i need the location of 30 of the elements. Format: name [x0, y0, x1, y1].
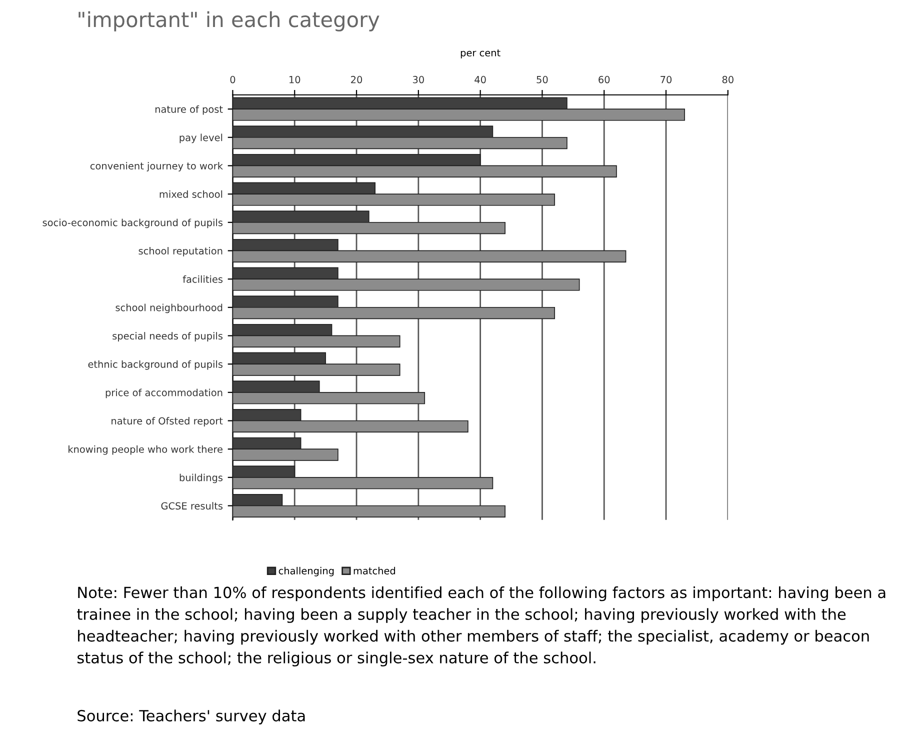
- y-tick-label: ethnic background of pupils: [88, 360, 223, 370]
- y-tick-label: price of accommodation: [106, 388, 222, 398]
- y-tick-label: GCSE results: [161, 502, 223, 510]
- y-tick-label: nature of Ofsted report: [112, 417, 223, 426]
- y-tick-label: school neighbourhood: [116, 304, 222, 314]
- y-tick-label: convenient journey to work: [90, 162, 223, 172]
- y-tick-label: facilities: [182, 275, 223, 283]
- x-tick-label: 40: [474, 76, 486, 84]
- text: Note: Fewer than 10% of respondents identified each of the following factors as important: having been a trainee in the school; having been a supply teacher in the school; having previously worked with the headteacher; having previously worked with other members of staff; the specialist, academy or beacon status of the school; the religious or single-sex nature of the school.: [77, 586, 886, 666]
- y-tick-label: school reputation: [138, 247, 222, 256]
- y-tick-label: special needs of pupils: [112, 332, 223, 342]
- y-tick-label: mixed school: [160, 190, 222, 198]
- legend-label: matched: [354, 566, 396, 574]
- y-tick-label: nature of post: [155, 105, 223, 115]
- x-tick-label: 70: [660, 76, 672, 84]
- y-tick-label: socio-economic background of pupils: [42, 218, 223, 228]
- y-tick-label: buildings: [180, 474, 223, 484]
- x-tick-label: 80: [722, 76, 734, 84]
- x-tick-label: 60: [598, 76, 610, 84]
- x-tick-label: 50: [536, 76, 548, 84]
- y-tick-label: knowing people who work there: [68, 445, 222, 455]
- x-tick-label: 0: [230, 76, 236, 84]
- x-tick-label: 10: [290, 76, 300, 84]
- legend-label: challenging: [278, 566, 334, 576]
- source-note: Source: Teachers' survey data: [78, 710, 305, 724]
- chart-title: "important" in each category: [78, 11, 380, 32]
- x-tick-label: 20: [351, 76, 362, 84]
- x-tick-label: 30: [412, 76, 424, 84]
- x-axis-title: per cent: [460, 49, 500, 58]
- y-tick-label: pay level: [180, 134, 222, 144]
